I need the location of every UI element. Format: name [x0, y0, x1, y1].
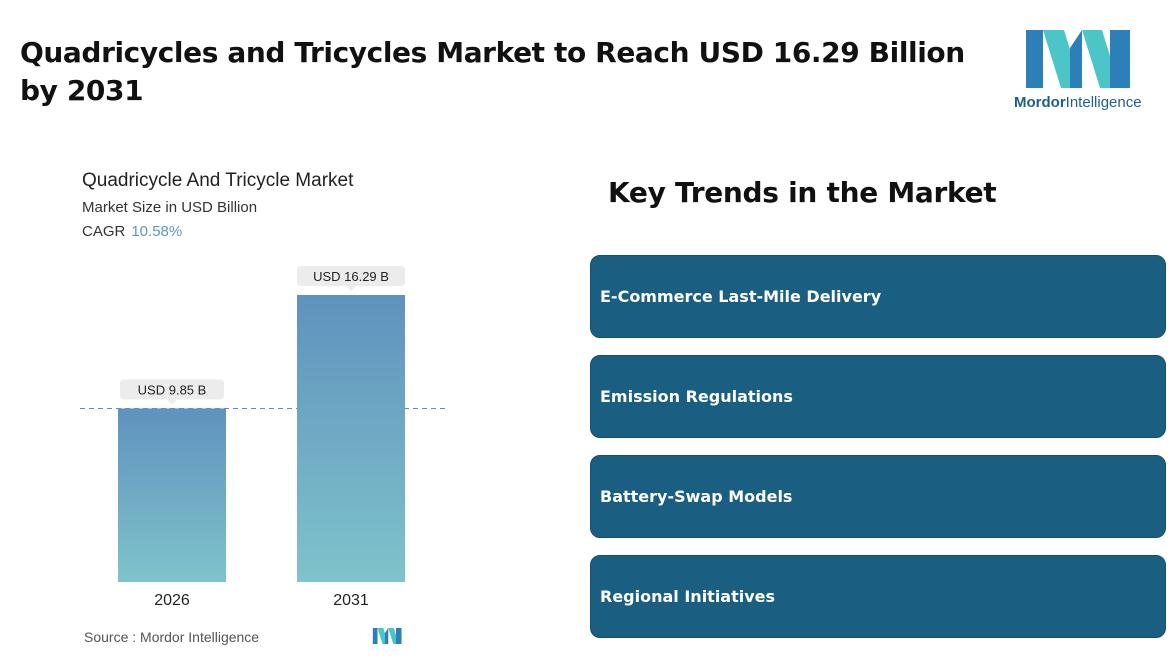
data-label-pointer-2031	[346, 286, 356, 291]
cagr-label: CAGR	[82, 223, 126, 240]
data-label-pointer-2026	[167, 399, 177, 405]
trend-card-2: Emission Regulations	[590, 355, 1166, 438]
source-note: Source : Mordor Intelligence	[84, 629, 260, 645]
brand-name-regular: Intelligence	[1065, 94, 1142, 111]
mordor-small-logo-icon	[372, 628, 402, 644]
page-headline: Quadricycles and Tricycles Market to Rea…	[20, 36, 965, 107]
trend-card-3: Battery-Swap Models	[590, 455, 1166, 538]
x-tick-label-2031: 2031	[333, 592, 369, 609]
data-label-2031: USD 16.29 B	[313, 269, 389, 284]
cagr-line: CAGR 10.58%	[82, 223, 182, 240]
data-label-bg-2026	[120, 379, 224, 400]
mordor-logo-icon	[1026, 30, 1130, 88]
data-label-bg-2031	[297, 266, 405, 286]
brand-logo: MordorIntelligence	[1014, 30, 1154, 114]
bar-2026	[118, 408, 226, 582]
market-size-chart: USD 9.85 B 2026 USD 16.29 B 2031	[80, 266, 445, 609]
trend-card-4: Regional Initiatives	[590, 555, 1166, 638]
brand-name: MordorIntelligence	[1014, 94, 1142, 111]
trends-title: Key Trends in the Market	[608, 176, 997, 209]
chart-subtitle: Market Size in USD Billion	[82, 199, 258, 216]
brand-name-bold: Mordor	[1014, 94, 1066, 111]
bar-2031	[297, 295, 405, 582]
data-label-2026: USD 9.85 B	[138, 382, 207, 397]
x-tick-label-2026: 2026	[154, 592, 190, 609]
chart-title: Quadricycle And Tricycle Market	[82, 170, 354, 191]
cagr-value: 10.58%	[131, 223, 183, 240]
trend-card-1: E-Commerce Last-Mile Delivery	[590, 255, 1166, 338]
